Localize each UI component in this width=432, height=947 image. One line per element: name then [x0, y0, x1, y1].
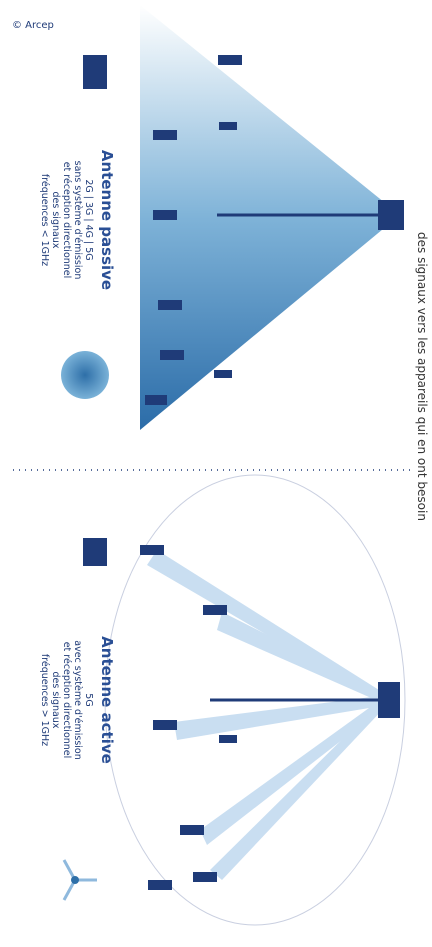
description-line: fréquences > 1GHz	[39, 654, 50, 746]
active-icon	[83, 538, 107, 566]
people	[140, 545, 237, 890]
description-line: des signaux	[50, 672, 61, 729]
passive-icon	[83, 55, 107, 89]
beam-icon	[62, 859, 97, 901]
description-line: et réception directionnel	[61, 642, 72, 759]
passive-title: Antenne passive	[98, 150, 116, 290]
coverage-area	[104, 474, 406, 926]
description-line: et réception directionnel	[61, 162, 72, 279]
omni-icon	[61, 351, 109, 399]
antenna	[378, 682, 400, 718]
description-line: des signaux	[50, 192, 61, 249]
description-line: fréquences < 1GHz	[39, 174, 50, 266]
rotated-content: des signaux vers les appareils qui en on…	[10, 5, 429, 926]
beam-icon-center	[71, 876, 79, 884]
description-line: 2G | 3G | 4G | 5G	[83, 179, 94, 260]
active-title: Antenne active	[98, 636, 116, 764]
description-line: avec système d'émission	[72, 640, 83, 760]
caption: des signaux vers les appareils qui en on…	[415, 232, 429, 521]
description-line: sans système d'émission	[72, 161, 83, 280]
people	[145, 55, 242, 405]
beams	[147, 550, 387, 880]
coverage-area	[140, 5, 400, 430]
description-line: 5G	[83, 693, 94, 706]
antenna	[378, 200, 404, 230]
credit: © Arcep	[12, 20, 54, 31]
